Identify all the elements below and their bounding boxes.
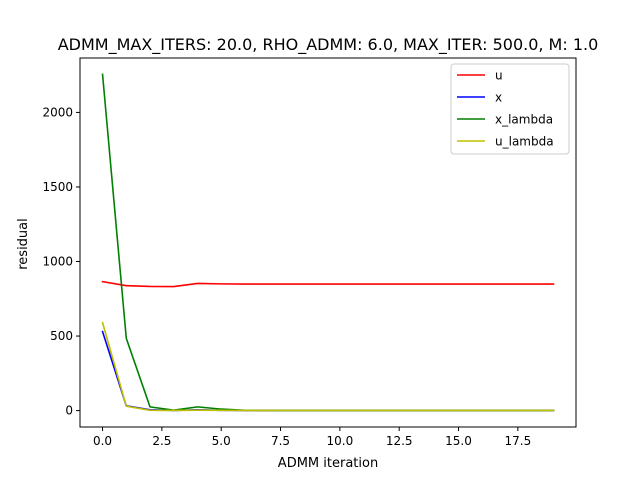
x-axis-label: ADMM iteration <box>278 456 378 471</box>
y-axis-label: residual <box>16 218 31 270</box>
x-tick-label: 17.5 <box>504 434 531 448</box>
legend-box <box>450 63 570 155</box>
legend-label-u-lambda: u_lambda <box>495 135 554 149</box>
y-tick-label: 2000 <box>42 105 73 119</box>
x-tick-label: 5.0 <box>212 434 231 448</box>
x-tick-label: 15.0 <box>445 434 472 448</box>
legend-label-u: u <box>495 69 503 83</box>
x-tick-label: 0.0 <box>93 434 112 448</box>
legend: ux x_lambda u_lambda <box>450 63 570 155</box>
series-line-u <box>101 280 555 288</box>
y-tick-label: 1500 <box>42 180 73 194</box>
y-tick-label: 0 <box>65 404 73 418</box>
x-tick-label: 2.5 <box>152 434 171 448</box>
plot-area: 0.0 2.5 5.0 7.5 10.0 12.5 15.0 17.5 0 500 1000 1500… <box>42 57 577 448</box>
x-tick-label: 7.5 <box>271 434 290 448</box>
legend-label-x-lambda: x_lambda <box>495 113 553 127</box>
series-line-u-lambda <box>101 321 555 412</box>
y-tick-label: 1000 <box>42 255 73 269</box>
x-tick-label: 12.5 <box>386 434 413 448</box>
chart-title: ADMM_MAX_ITERS: 20.0, RHO_ADMM: 6.0, MAX… <box>58 35 599 55</box>
axes-frame <box>79 57 577 428</box>
legend-label-x: x <box>495 91 502 105</box>
y-tick-label: 500 <box>50 329 73 343</box>
x-tick-label: 10.0 <box>327 434 354 448</box>
